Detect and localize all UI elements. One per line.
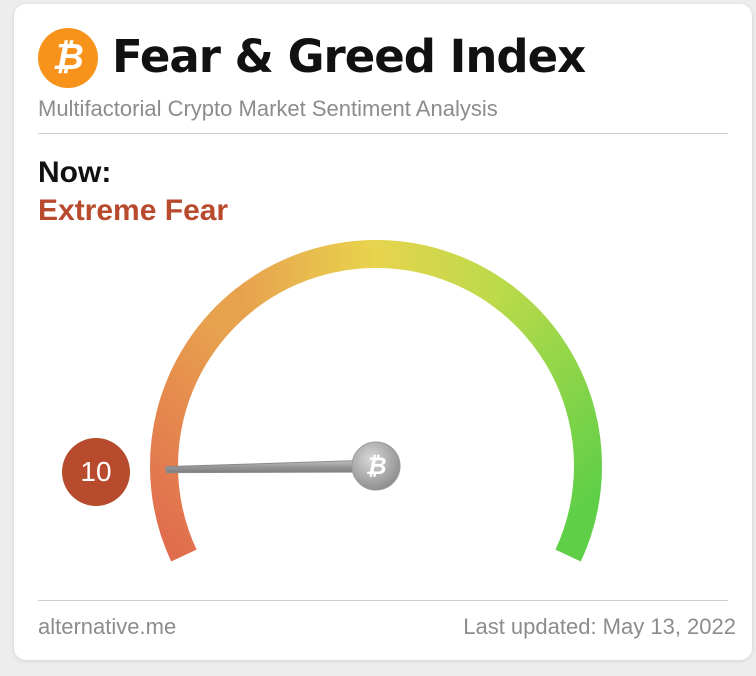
- now-label: Now:: [38, 156, 112, 189]
- gauge-arc-neutral: [233, 240, 516, 313]
- index-card: [14, 4, 752, 660]
- footer-divider: [38, 600, 728, 601]
- page-subtitle: Multifactorial Crypto Market Sentiment A…: [38, 96, 498, 121]
- gauge-arc-greed: [495, 285, 602, 562]
- last-updated: Last updated: May 13, 2022: [463, 614, 736, 639]
- source-link[interactable]: alternative.me: [38, 614, 177, 639]
- bitcoin-icon: ₿: [52, 37, 84, 78]
- index-value-badge: 10: [62, 438, 130, 506]
- gauge-arc-fear: [150, 287, 255, 562]
- bitcoin-logo: ₿: [38, 28, 98, 88]
- page-title: Fear & Greed Index: [112, 30, 586, 83]
- sentiment-status: Extreme Fear: [38, 194, 229, 227]
- gauge-needle: [165, 459, 377, 474]
- header-divider: [38, 133, 728, 134]
- gauge-hub: [351, 441, 401, 491]
- bitcoin-icon: ₿: [365, 452, 386, 480]
